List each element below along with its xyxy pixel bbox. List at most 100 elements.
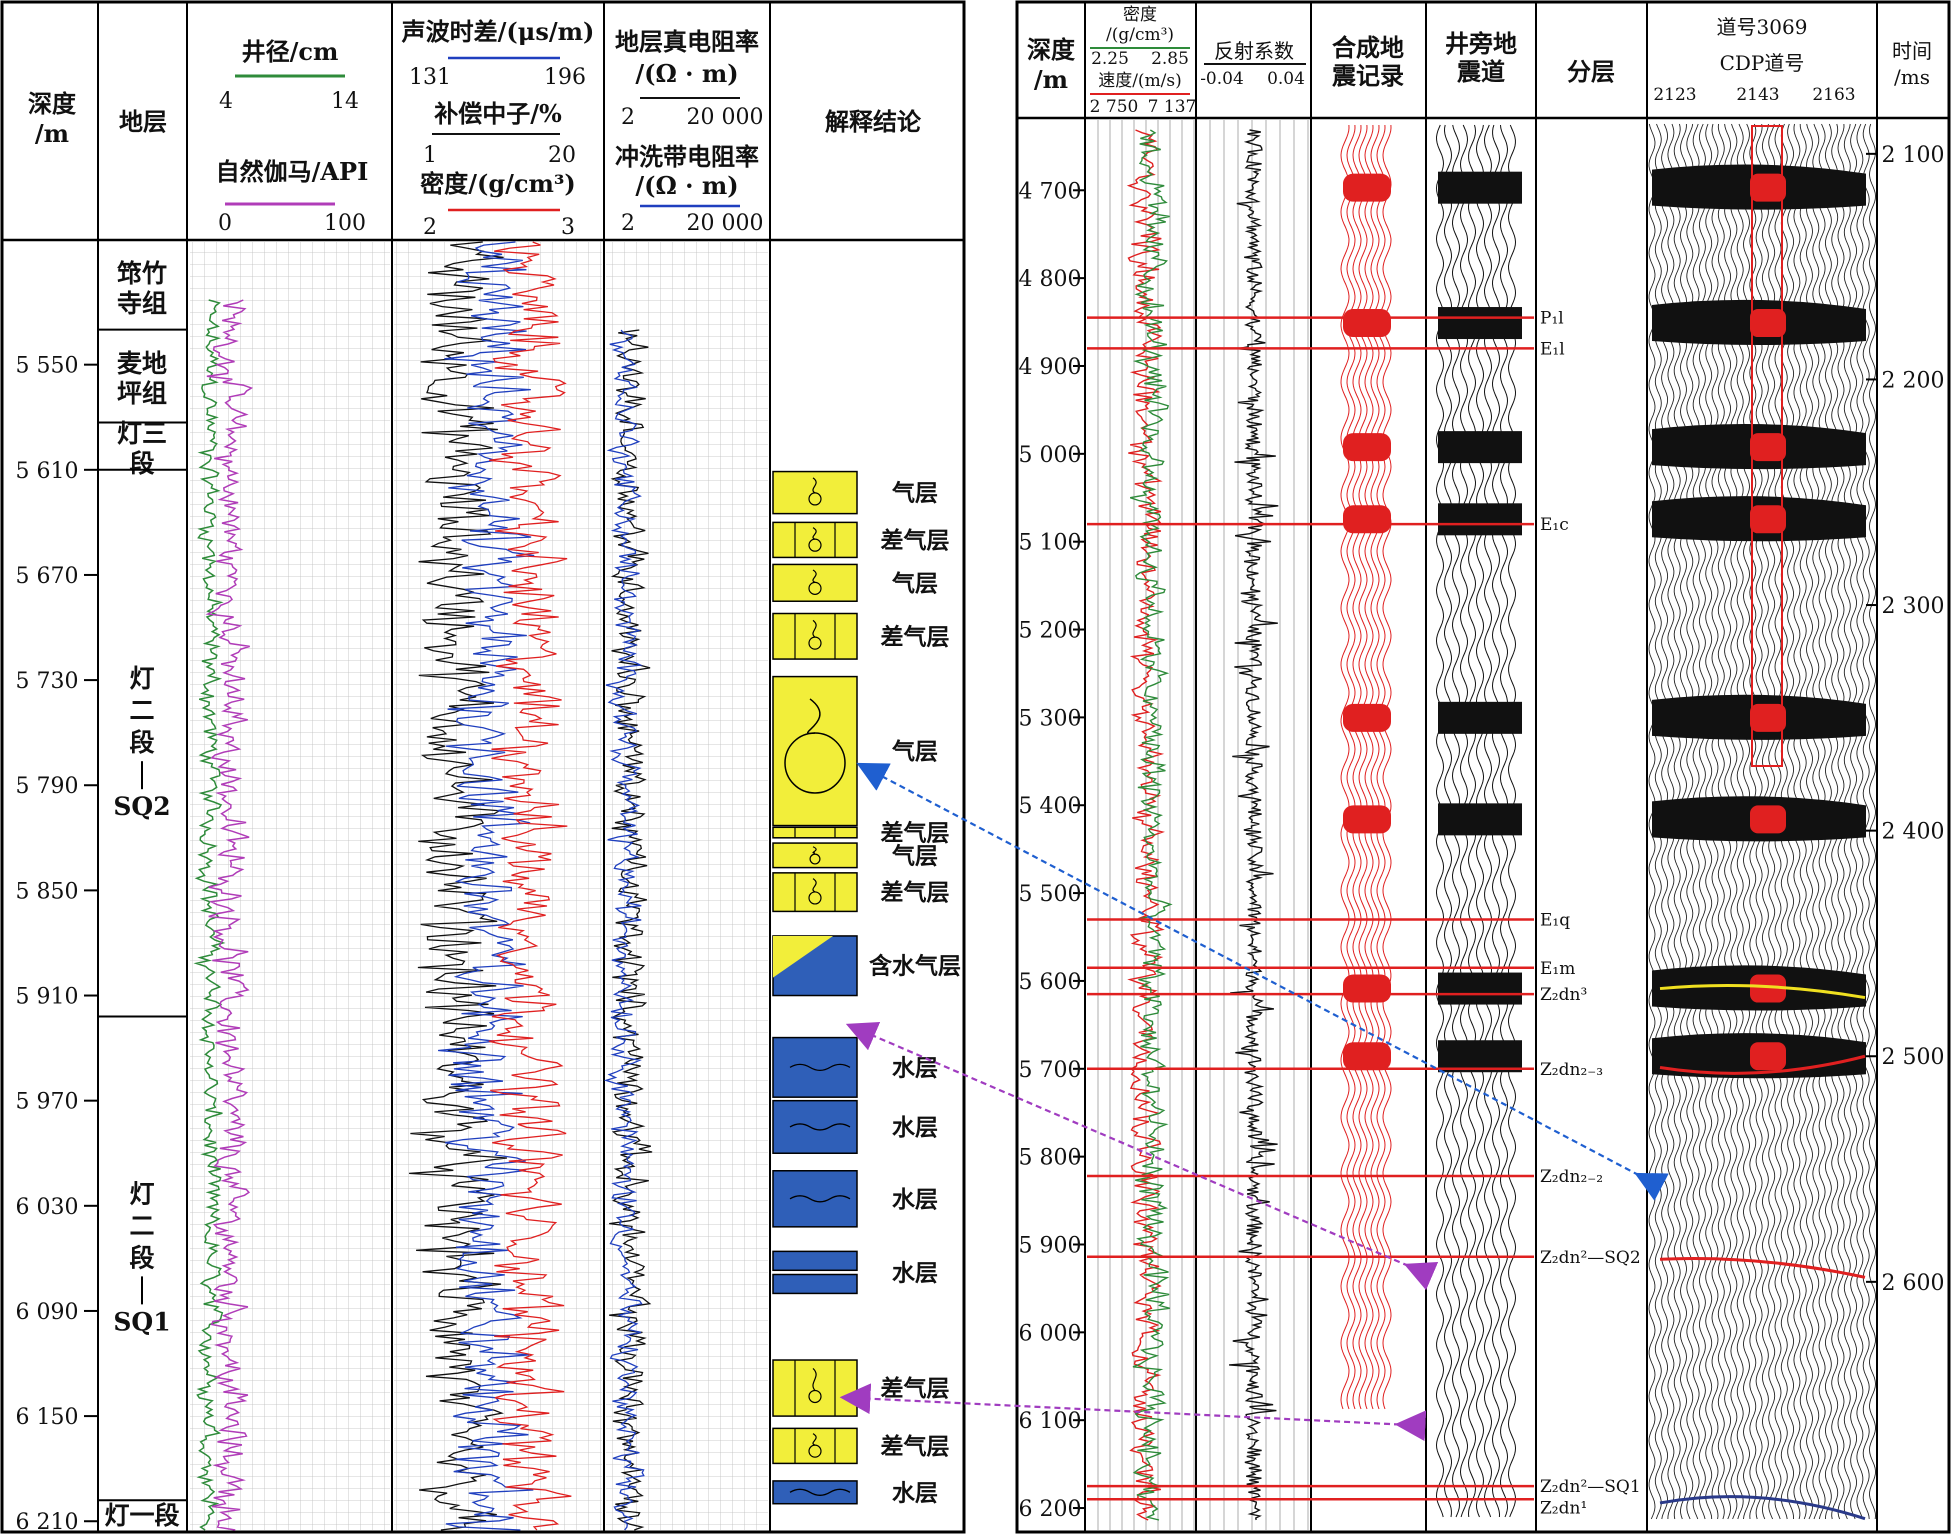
caliper-label: 井径/cm: [242, 37, 339, 66]
r-density-label: 密度: [1123, 5, 1157, 25]
svg-text:SQ2: SQ2: [113, 792, 170, 821]
gamma-min: 0: [218, 211, 232, 236]
depth-header-line2: /m: [35, 119, 69, 148]
r-depth-tick-label: 5 000: [1019, 443, 1082, 468]
pick-blue: [1659, 1495, 1866, 1521]
rxo-min: 2: [621, 211, 635, 236]
section-well-peak: [1750, 309, 1786, 338]
section-well-peak: [1750, 1042, 1786, 1071]
r-depth-tick-label: 6 200: [1019, 1497, 1082, 1522]
time-tick-label: 2 100: [1882, 143, 1945, 168]
r-reflection-label: 反射系数: [1214, 39, 1294, 63]
r-density-max: 2.85: [1151, 49, 1189, 69]
svg-text:筇竹: 筇竹: [117, 259, 167, 288]
formation-label: 灯二段 SQ2: [113, 664, 170, 821]
svg-text:二: 二: [129, 1211, 154, 1240]
interpretation-label: 水层: [892, 1114, 938, 1141]
r-synthetic-line1: 合成地: [1332, 33, 1404, 62]
rt-max: 20 000: [687, 105, 764, 130]
svg-text:麦地: 麦地: [117, 349, 167, 378]
side-trace-peak: [1438, 171, 1522, 204]
time-tick-label: 2 500: [1882, 1045, 1945, 1070]
interpretation-label: 差气层: [881, 623, 950, 650]
horizon-label: Z₂dn²—SQ2: [1540, 1248, 1641, 1268]
section-well-peak: [1750, 974, 1786, 1003]
synthetic-peak: [1343, 703, 1391, 732]
depth-tick-label: 6 210: [16, 1510, 79, 1535]
neutron-curve: [409, 241, 507, 1531]
r-velocity-label: 速度/(m/s): [1098, 71, 1182, 91]
interpretation-zone: 气层: [772, 842, 938, 869]
depth-tick-label: 6 030: [16, 1195, 79, 1220]
side-trace-peak: [1438, 803, 1522, 836]
horizon-label: Z₂dn¹: [1540, 1498, 1587, 1518]
rt-label-2: /(Ω · m): [635, 59, 738, 88]
depth-tick-label: 5 970: [16, 1090, 79, 1115]
section-well-peak: [1750, 703, 1786, 732]
seismogram-frame: [1015, 0, 1951, 1534]
interpretation-zone: 差气层: [772, 1427, 950, 1465]
time-tick-label: 2 200: [1882, 368, 1945, 393]
depth-tick-label: 5 850: [16, 879, 79, 904]
neutron-max: 20: [548, 143, 576, 168]
r-density-min: 2.25: [1091, 49, 1129, 69]
well-log-panel: 深度 /m 地层 井径/cm 4 14 自然伽马/API 0 100 声波时差/…: [0, 0, 966, 1535]
density-curve-r: [1129, 129, 1173, 1521]
sonic-curve: [438, 241, 535, 1531]
pick-red-sq2: [1659, 1257, 1866, 1279]
interpretation-zone: 气层: [772, 470, 938, 515]
r-profile-title: 道号3069: [1717, 15, 1808, 39]
log-curves: [193, 241, 653, 1531]
rt-min: 2: [621, 105, 635, 130]
time-tick-label: 2 300: [1882, 594, 1945, 619]
interpretation-label: 水层: [892, 1259, 938, 1286]
svg-text:灯一段: 灯一段: [104, 1501, 179, 1530]
svg-text:段: 段: [129, 449, 154, 478]
section-trace: [1869, 123, 1876, 1520]
r-depth-tick-label: 5 800: [1019, 1146, 1082, 1171]
formation-label: 灯一段: [104, 1501, 179, 1530]
synthetic-peak: [1343, 1042, 1391, 1071]
svg-text:灯三: 灯三: [117, 419, 167, 448]
density-max: 3: [561, 215, 575, 240]
horizon-label: E₁q: [1540, 910, 1570, 930]
depth-tick-label: 6 090: [16, 1300, 79, 1325]
r-cdp-tick-2: 2143: [1736, 85, 1779, 105]
density-curve: [488, 241, 572, 1531]
interpretation-zone: 差气层: [772, 612, 950, 660]
r-cdp-title: CDP道号: [1720, 51, 1805, 75]
r-velocity-min: 2 750: [1090, 97, 1139, 117]
depth-tick-label: 6 150: [16, 1405, 79, 1430]
interpretation-zone: 水层: [772, 1170, 938, 1228]
sonic-min: 131: [409, 65, 451, 90]
depth-tick-label: 5 670: [16, 564, 79, 589]
interpretation-zone: 水层: [772, 1036, 938, 1098]
depth-tick-label: 5 790: [16, 774, 79, 799]
caliper-curve: [193, 299, 226, 1531]
rt-label-1: 地层真电阻率: [615, 27, 759, 56]
horizon-label: Z₂dn₂₋₃: [1540, 1060, 1603, 1080]
r-depth-header-line2: /m: [1034, 65, 1068, 94]
side-trace-peak: [1438, 701, 1522, 734]
horizon-label: Z₂dn²—SQ1: [1540, 1477, 1641, 1497]
synthetic-peak: [1343, 433, 1391, 462]
gamma-curve: [205, 299, 254, 1531]
section-well-peak: [1750, 433, 1786, 462]
r-trace-line2: 震道: [1457, 57, 1505, 86]
r-cdp-tick-3: 2163: [1812, 85, 1855, 105]
synthetic-peak: [1343, 974, 1391, 1003]
caliper-max: 14: [331, 89, 359, 114]
correlation-arrow-water: [845, 1021, 1439, 1291]
horizon-label: E₁c: [1540, 515, 1569, 535]
depth-header-line1: 深度: [28, 89, 77, 118]
r-depth-tick-label: 5 700: [1019, 1058, 1082, 1083]
interpretation-label: 含水气层: [869, 953, 961, 980]
r-depth-tick-label: 5 200: [1019, 619, 1082, 644]
synthetic-peak: [1343, 173, 1391, 202]
interpretation-label: 气层: [891, 842, 938, 869]
interpretation-zone: 水层: [772, 1250, 938, 1295]
interpretation-zone: 水层: [772, 1479, 938, 1506]
